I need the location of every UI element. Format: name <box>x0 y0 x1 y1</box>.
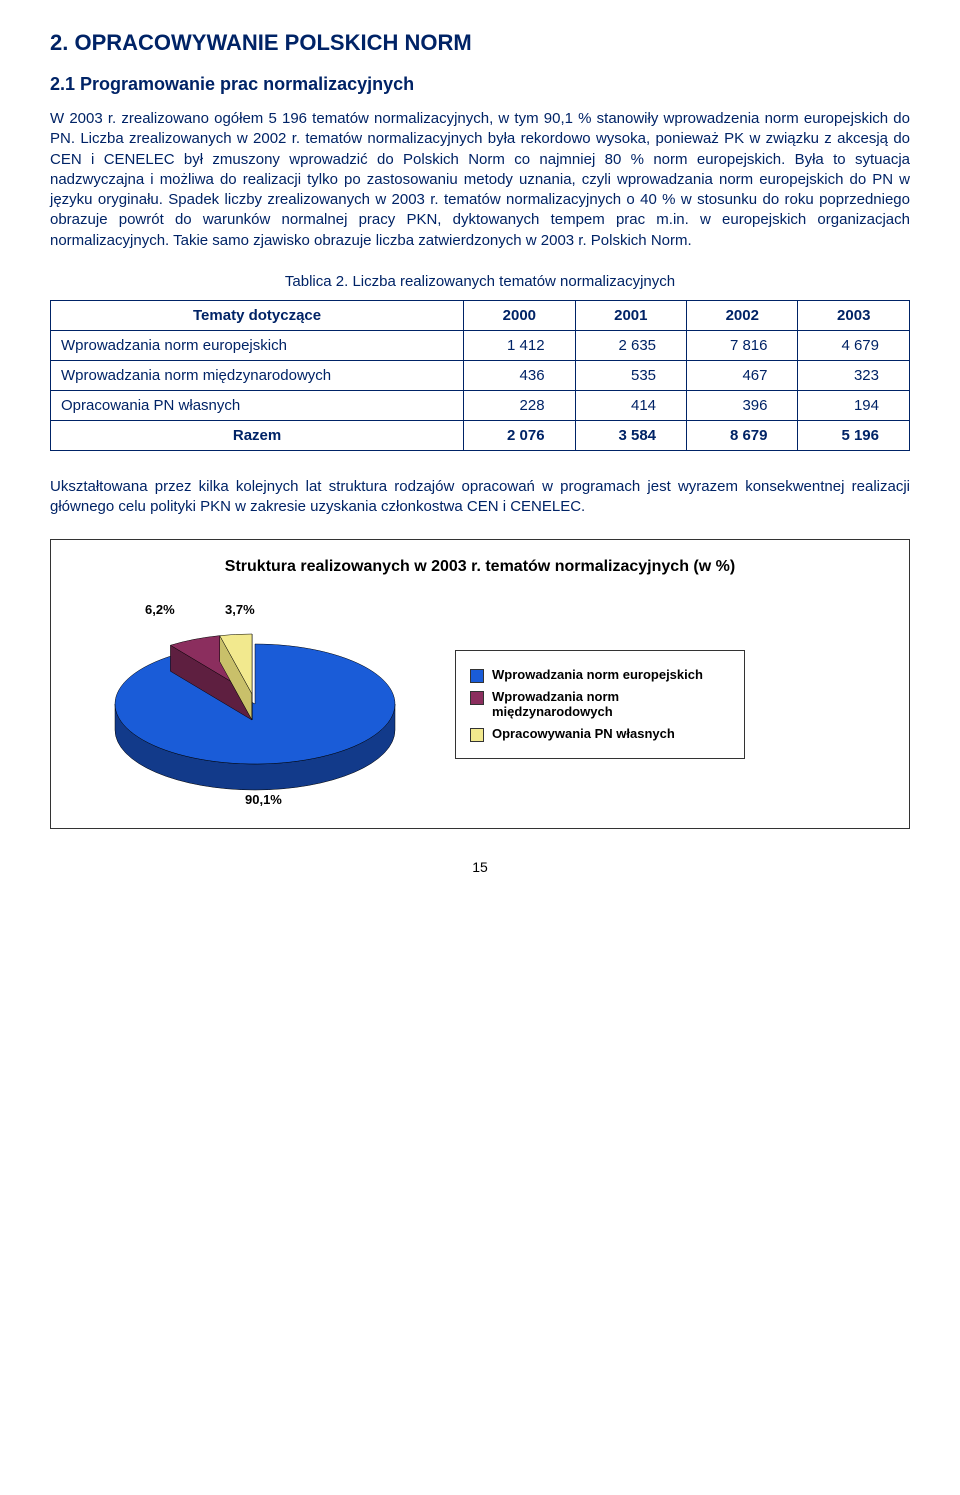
table-row: Wprowadzania norm europejskich 1 412 2 6… <box>51 330 910 360</box>
pie-slice-label: 6,2% <box>145 602 175 617</box>
table-cell: 2 635 <box>575 330 686 360</box>
table-cell: 5 196 <box>798 420 910 450</box>
data-table: Tematy dotyczące 2000 2001 2002 2003 Wpr… <box>50 300 910 451</box>
legend-swatch <box>470 691 484 705</box>
table-cell: 3 584 <box>575 420 686 450</box>
table-header-year: 2002 <box>687 300 798 330</box>
legend-swatch <box>470 728 484 742</box>
table-header-year: 2001 <box>575 300 686 330</box>
section-heading-2: 2.1 Programowanie prac normalizacyjnych <box>50 74 910 95</box>
paragraph-1: W 2003 r. zrealizowano ogółem 5 196 tema… <box>50 109 910 251</box>
legend-item: Wprowadzania norm międzynarodowych <box>470 689 730 720</box>
legend-item: Wprowadzania norm europejskich <box>470 667 730 683</box>
table-header-subject: Tematy dotyczące <box>51 300 464 330</box>
table-cell: 2 076 <box>464 420 575 450</box>
table-cell: 323 <box>798 360 910 390</box>
table-cell: 396 <box>687 390 798 420</box>
table-row: Wprowadzania norm międzynarodowych 436 5… <box>51 360 910 390</box>
pie-chart-frame: Struktura realizowanych w 2003 r. temató… <box>50 539 910 829</box>
table-cell: 7 816 <box>687 330 798 360</box>
pie-chart: 6,2% 3,7% 90,1% <box>75 594 435 814</box>
table-cell-label: Wprowadzania norm międzynarodowych <box>51 360 464 390</box>
table-header-year: 2003 <box>798 300 910 330</box>
pie-slice-label: 3,7% <box>225 602 255 617</box>
legend-item: Opracowywania PN własnych <box>470 726 730 742</box>
table-cell: 1 412 <box>464 330 575 360</box>
page-number: 15 <box>50 859 910 875</box>
chart-title: Struktura realizowanych w 2003 r. temató… <box>75 558 885 576</box>
pie-svg <box>75 594 435 814</box>
table-cell: 436 <box>464 360 575 390</box>
table-cell: 194 <box>798 390 910 420</box>
table-cell: 4 679 <box>798 330 910 360</box>
legend-text: Wprowadzania norm europejskich <box>492 667 703 683</box>
table-cell: 414 <box>575 390 686 420</box>
section-heading-1: 2. OPRACOWYWANIE POLSKICH NORM <box>50 30 910 56</box>
table-row: Opracowania PN własnych 228 414 396 194 <box>51 390 910 420</box>
table-cell-label: Wprowadzania norm europejskich <box>51 330 464 360</box>
chart-legend: Wprowadzania norm europejskich Wprowadza… <box>455 650 745 759</box>
table-cell: 8 679 <box>687 420 798 450</box>
table-cell-total-label: Razem <box>51 420 464 450</box>
table-caption: Tablica 2. Liczba realizowanych tematów … <box>50 273 910 290</box>
legend-text: Wprowadzania norm międzynarodowych <box>492 689 730 720</box>
legend-swatch <box>470 669 484 683</box>
table-cell: 535 <box>575 360 686 390</box>
table-cell-label: Opracowania PN własnych <box>51 390 464 420</box>
table-cell: 228 <box>464 390 575 420</box>
legend-text: Opracowywania PN własnych <box>492 726 675 742</box>
table-cell: 467 <box>687 360 798 390</box>
table-header-year: 2000 <box>464 300 575 330</box>
table-row-total: Razem 2 076 3 584 8 679 5 196 <box>51 420 910 450</box>
paragraph-2: Ukształtowana przez kilka kolejnych lat … <box>50 477 910 518</box>
pie-slice-label: 90,1% <box>245 792 282 807</box>
